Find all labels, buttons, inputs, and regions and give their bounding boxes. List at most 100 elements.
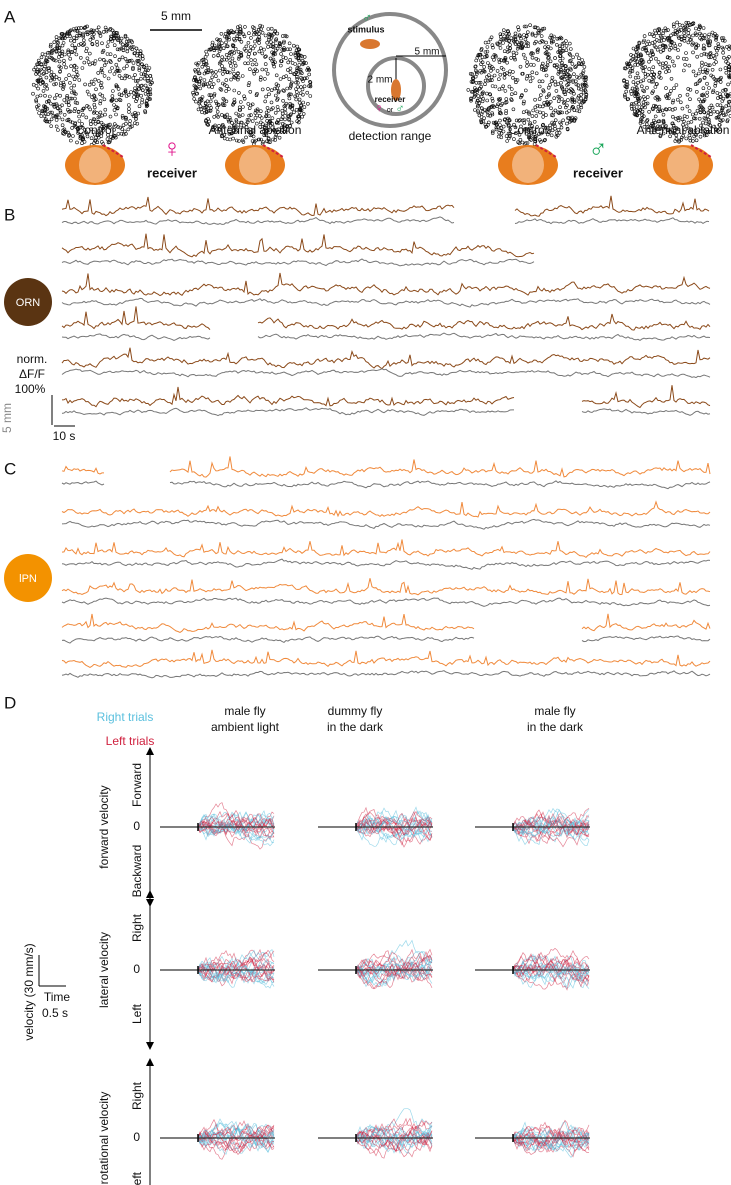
female-symbol: ♀ xyxy=(375,101,384,115)
scale-label: 0.5 s xyxy=(42,1006,68,1020)
velocity-trace xyxy=(160,1124,275,1160)
trace xyxy=(61,480,105,486)
diagram-title: detection range xyxy=(349,129,432,143)
axis-label: Backward xyxy=(130,845,144,898)
arena-dots xyxy=(622,20,731,144)
velocity-trace xyxy=(160,811,275,842)
trace xyxy=(61,500,711,518)
receiver-label: receiver xyxy=(573,165,623,180)
velocity-trace xyxy=(318,1124,433,1153)
arena-dots xyxy=(466,23,589,146)
velocity-trace xyxy=(318,1118,433,1147)
fly-face xyxy=(512,147,544,183)
scale-label: 5 mm xyxy=(161,9,191,23)
trace xyxy=(61,613,475,633)
velocity-trace xyxy=(160,816,275,837)
arrow xyxy=(146,1058,154,1066)
male-symbol: ♂ xyxy=(588,133,608,163)
trace xyxy=(61,297,711,308)
velocity-trace xyxy=(475,963,590,988)
neuron-badge xyxy=(4,278,52,326)
arena-label: Control xyxy=(509,123,548,137)
velocity-trace xyxy=(475,1127,590,1147)
velocity-trace xyxy=(475,954,590,978)
velocity-trace xyxy=(318,817,433,836)
scale-label: velocity (30 mm/s) xyxy=(22,943,36,1040)
velocity-trace xyxy=(160,1118,275,1141)
column-title: male fly xyxy=(534,704,575,718)
velocity-trace xyxy=(160,815,275,834)
trace xyxy=(61,539,711,559)
axis-label: 0 xyxy=(133,1130,140,1144)
trace xyxy=(61,597,711,607)
trace xyxy=(61,306,211,330)
velocity-trace xyxy=(160,958,275,975)
radius-label: 5 mm xyxy=(415,47,440,58)
trace xyxy=(514,195,710,217)
trace xyxy=(61,578,711,596)
trace xyxy=(257,313,711,331)
ablation-mark xyxy=(102,144,124,158)
scale-label: Time xyxy=(44,990,71,1004)
column-title: in the dark xyxy=(527,720,584,734)
trace xyxy=(169,480,711,490)
trace xyxy=(61,258,535,267)
trace xyxy=(61,558,711,570)
trace xyxy=(581,635,711,643)
trace xyxy=(169,456,711,478)
arena-label: Antennal ablation xyxy=(637,123,730,137)
scale-label: 5 mm xyxy=(0,403,14,433)
trace xyxy=(61,272,711,297)
legend-entry: Left trials xyxy=(106,734,155,748)
velocity-trace xyxy=(318,950,433,977)
velocity-trace xyxy=(160,1124,275,1147)
velocity-trace xyxy=(160,809,275,840)
scale-label: 100% xyxy=(15,382,46,396)
receiver-label: receiver xyxy=(147,165,197,180)
legend-entry: Right trials xyxy=(97,710,154,724)
velocity-trace xyxy=(318,961,433,985)
fly-face xyxy=(667,147,699,183)
fly-face xyxy=(79,147,111,183)
male-symbol: ♂ xyxy=(396,101,405,115)
axis-label: Right xyxy=(130,913,144,942)
velocity-trace xyxy=(160,813,275,832)
velocity-trace xyxy=(475,1128,590,1155)
trace xyxy=(257,332,711,341)
column-title: in the dark xyxy=(327,720,384,734)
velocity-trace xyxy=(475,947,590,971)
scale-label: norm. xyxy=(17,352,48,366)
velocity-trace xyxy=(160,959,275,983)
velocity-trace xyxy=(160,960,275,989)
velocity-trace xyxy=(318,966,433,986)
neuron-label: ORN xyxy=(16,297,41,309)
ablation-mark xyxy=(535,144,557,158)
axis-label: Left xyxy=(130,1003,144,1024)
trace xyxy=(61,216,455,225)
trace xyxy=(61,233,535,258)
row-title: rotational velocity xyxy=(97,1092,111,1185)
velocity-trace xyxy=(160,949,275,983)
velocity-trace xyxy=(475,815,590,837)
velocity-trace xyxy=(475,811,590,830)
outer-circle xyxy=(332,12,448,128)
velocity-trace xyxy=(160,820,275,844)
stimulus-fly xyxy=(360,39,380,49)
velocity-trace xyxy=(475,819,590,841)
ablation-mark xyxy=(690,144,712,158)
trace xyxy=(61,196,455,217)
panel-label: A xyxy=(4,7,16,26)
velocity-trace xyxy=(475,1128,590,1153)
axis-label: 0 xyxy=(133,962,140,976)
trace xyxy=(61,465,104,475)
stimulus-label: stimulus xyxy=(347,24,384,34)
velocity-trace xyxy=(160,958,275,982)
trace xyxy=(581,385,711,409)
female-symbol: ♀ xyxy=(162,133,182,163)
arena-dots xyxy=(31,24,154,147)
row-title: forward velocity xyxy=(97,785,111,868)
axis-label: Right xyxy=(130,1081,144,1110)
radius-label: 2 mm xyxy=(368,75,393,86)
velocity-trace xyxy=(160,963,275,988)
